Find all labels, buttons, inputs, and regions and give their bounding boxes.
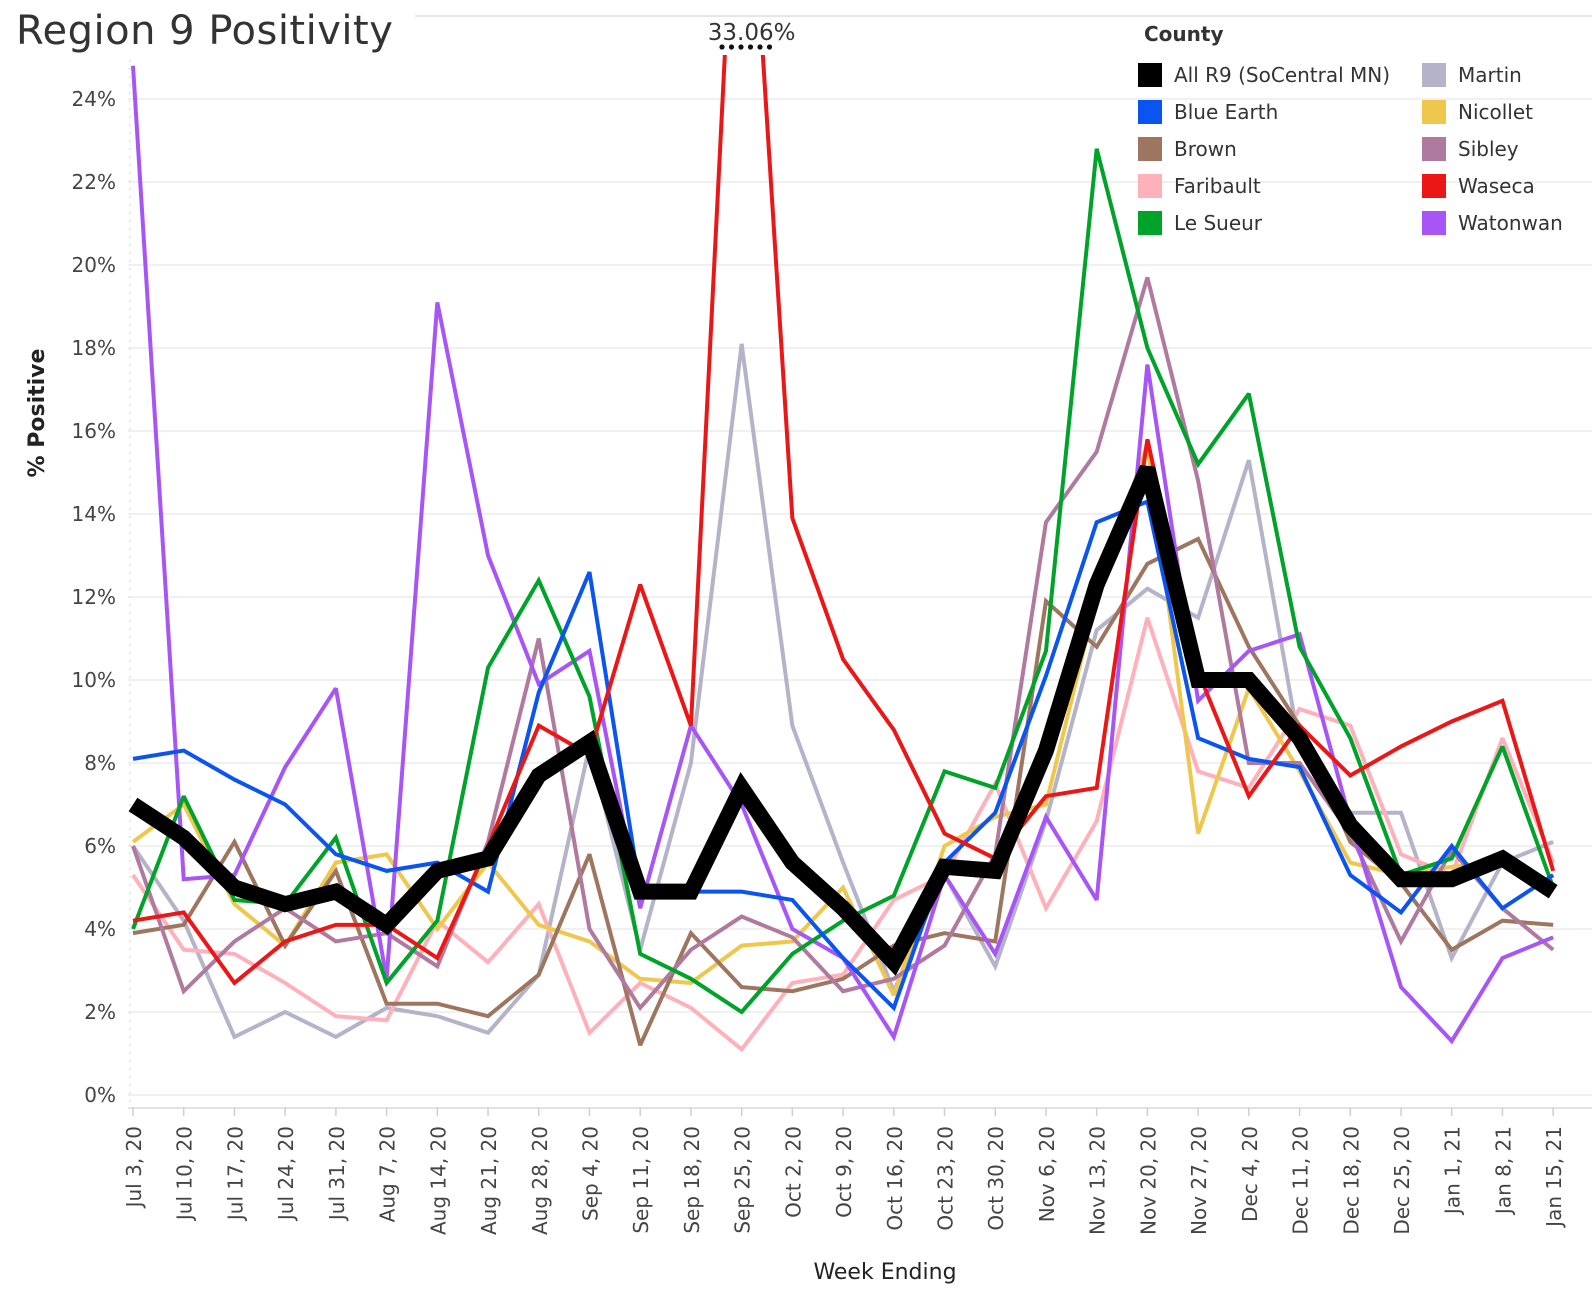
legend-swatch xyxy=(1422,62,1446,87)
legend-item[interactable]: Faribault xyxy=(1138,167,1390,204)
legend-label: Sibley xyxy=(1458,136,1519,161)
y-axis-title: % Positive xyxy=(25,349,50,478)
legend-label: Martin xyxy=(1458,62,1522,87)
x-tick-label: Jan 1, 21 xyxy=(1441,1126,1465,1216)
x-tick-label: Nov 27, 20 xyxy=(1187,1126,1211,1235)
legend-swatch xyxy=(1422,173,1446,198)
legend-label: Waseca xyxy=(1458,173,1535,198)
tick-labels: 0% 2% 4% 6% 8% 10% 12% 14% 16% 18% 20% 22% 24% Jul 3,… xyxy=(25,87,1566,1285)
annotations: 33.06% xyxy=(708,20,796,50)
legend-swatch xyxy=(1138,136,1162,161)
x-tick-label: Aug 14, 20 xyxy=(426,1126,450,1235)
y-tick-label: 6% xyxy=(84,834,116,858)
series-line xyxy=(131,343,1554,1040)
y-tick-label: 0% xyxy=(84,1083,116,1107)
legend-item[interactable]: All R9 (SoCentral MN) xyxy=(1138,56,1390,93)
legend-title: County xyxy=(1144,22,1224,46)
x-tick-label: Oct 30, 20 xyxy=(984,1126,1008,1231)
legend-column-right: Martin Nicollet Sibley Waseca Watonwan xyxy=(1422,56,1563,241)
legend-swatch xyxy=(1138,99,1162,124)
legend-column-left: All R9 (SoCentral MN) Blue Earth Brown Fari… xyxy=(1138,56,1390,241)
axes xyxy=(128,60,1592,1116)
series-martin xyxy=(131,343,1554,1040)
x-tick-label: Dec 18, 20 xyxy=(1339,1126,1363,1235)
x-tick-label: Sep 18, 20 xyxy=(680,1126,704,1234)
legend-label: Blue Earth xyxy=(1174,99,1279,124)
x-tick-label: Jul 10, 20 xyxy=(173,1126,197,1222)
y-tick-label: 24% xyxy=(72,87,116,111)
series-lines xyxy=(128,55,1558,1053)
legend-item[interactable]: Waseca xyxy=(1422,167,1563,204)
legend-swatch xyxy=(1422,99,1446,124)
x-tick-label: Dec 25, 20 xyxy=(1390,1126,1414,1235)
x-tick-label: Nov 6, 20 xyxy=(1035,1126,1059,1222)
legend-swatch xyxy=(1422,210,1446,235)
legend-label: Nicollet xyxy=(1458,99,1534,124)
legend-item[interactable]: Martin xyxy=(1422,56,1563,93)
peak-annotation: 33.06% xyxy=(708,20,796,46)
x-tick-label: Aug 21, 20 xyxy=(477,1126,501,1235)
legend-item[interactable]: Blue Earth xyxy=(1138,93,1390,130)
x-tick-label: Aug 7, 20 xyxy=(376,1126,400,1222)
x-tick-label: Oct 9, 20 xyxy=(832,1126,856,1218)
y-tick-label: 18% xyxy=(72,336,116,360)
x-tick-label: Sep 25, 20 xyxy=(731,1126,755,1234)
y-tick-label: 16% xyxy=(72,419,116,443)
legend-item[interactable]: Le Sueur xyxy=(1138,204,1390,241)
y-tick-label: 4% xyxy=(84,917,116,941)
annotation-dot xyxy=(766,44,773,50)
x-tick-label: Jul 31, 20 xyxy=(325,1126,349,1222)
series-faribault xyxy=(131,617,1556,1053)
annotation-dot xyxy=(728,44,735,50)
x-tick-label: Sep 11, 20 xyxy=(629,1126,653,1234)
x-tick-label: Jul 3, 20 xyxy=(122,1126,146,1209)
y-tick-label: 22% xyxy=(72,170,116,194)
x-tick-label: Jan 8, 21 xyxy=(1491,1126,1515,1216)
legend-item[interactable]: Nicollet xyxy=(1422,93,1563,130)
x-tick-label: Oct 16, 20 xyxy=(883,1126,907,1231)
legend-label: Le Sueur xyxy=(1174,210,1263,235)
x-tick-label: Jul 24, 20 xyxy=(274,1126,298,1222)
legend-label: All R9 (SoCentral MN) xyxy=(1174,62,1391,87)
chart-title: Region 9 Positivity xyxy=(16,8,394,54)
y-tick-label: 14% xyxy=(72,502,116,526)
x-tick-label: Nov 20, 20 xyxy=(1136,1126,1160,1235)
series-blue-earth xyxy=(132,498,1555,1012)
annotation-dot xyxy=(757,44,763,50)
x-tick-label: Dec 4, 20 xyxy=(1238,1126,1262,1222)
x-tick-label: Jan 15, 21 xyxy=(1542,1126,1566,1229)
x-tick-label: Oct 23, 20 xyxy=(934,1126,958,1231)
legend-item[interactable]: Watonwan xyxy=(1422,204,1563,241)
y-tick-label: 10% xyxy=(72,668,116,692)
annotation-dot xyxy=(738,44,744,50)
legend-swatch xyxy=(1422,136,1446,161)
legend-label: Watonwan xyxy=(1458,210,1563,235)
x-tick-label: Nov 13, 20 xyxy=(1086,1126,1110,1235)
legend-item[interactable]: Brown xyxy=(1138,130,1390,167)
annotation-dot xyxy=(719,44,725,50)
x-axis-title: Week Ending xyxy=(813,1260,956,1285)
y-tick-label: 12% xyxy=(72,585,116,609)
legend-label: Faribault xyxy=(1174,173,1261,198)
y-tick-label: 8% xyxy=(84,751,116,775)
series-all-r9-socentral-mn xyxy=(128,465,1558,976)
y-tick-label: 20% xyxy=(72,253,116,277)
x-tick-label: Sep 4, 20 xyxy=(578,1126,602,1221)
x-tick-label: Aug 28, 20 xyxy=(528,1126,552,1235)
legend-swatch xyxy=(1138,173,1162,198)
annotation-dot xyxy=(747,44,754,50)
x-tick-label: Jul 17, 20 xyxy=(223,1126,247,1222)
legend-swatch xyxy=(1138,210,1162,235)
legend-label: Brown xyxy=(1174,136,1237,161)
x-tick-label: Dec 11, 20 xyxy=(1289,1126,1313,1235)
x-tick-label: Oct 2, 20 xyxy=(781,1126,805,1218)
series-le-sueur xyxy=(131,148,1556,1015)
series-line xyxy=(131,617,1556,1053)
legend-swatch xyxy=(1138,62,1162,87)
y-tick-label: 2% xyxy=(84,1000,116,1024)
series-line xyxy=(131,148,1556,1015)
legend-item[interactable]: Sibley xyxy=(1422,130,1563,167)
